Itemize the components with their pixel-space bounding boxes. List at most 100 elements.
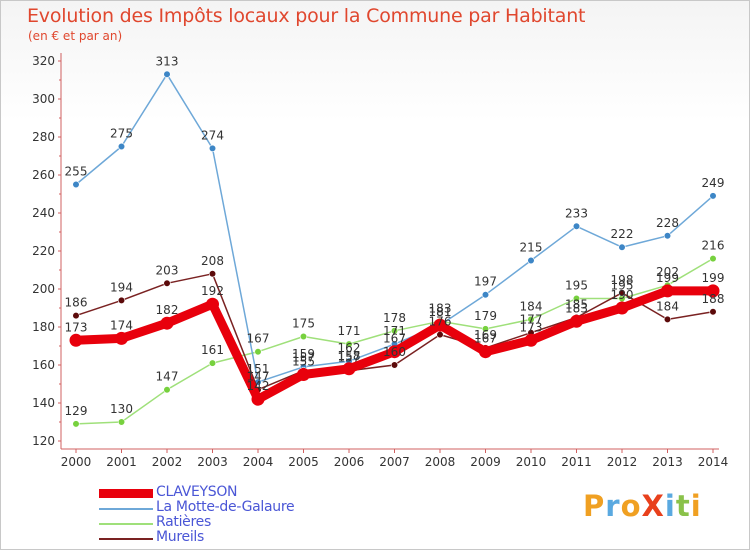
x-tick-label: 2007 (379, 455, 410, 469)
data-label: 167 (383, 332, 406, 346)
y-tick-label: 160 (32, 358, 55, 372)
data-point (117, 296, 126, 305)
data-point (208, 270, 217, 278)
data-label: 160 (383, 345, 406, 359)
data-label: 215 (520, 241, 543, 255)
y-tick-label: 140 (32, 396, 55, 410)
y-tick-label: 260 (32, 168, 55, 182)
data-label: 202 (656, 265, 679, 279)
data-label: 173 (65, 320, 88, 334)
data-point (481, 291, 490, 299)
data-label: 192 (201, 284, 224, 298)
data-point (661, 284, 674, 298)
data-label: 142 (247, 379, 270, 393)
data-label: 173 (520, 320, 543, 334)
data-point (299, 332, 308, 341)
logo-letter: t (675, 489, 691, 523)
data-label: 175 (292, 317, 315, 331)
data-point (524, 333, 538, 347)
data-point (206, 297, 219, 311)
data-label: 167 (474, 332, 497, 346)
proxiti-logo[interactable]: ProXiti (583, 489, 702, 523)
x-tick-label: 2009 (470, 455, 501, 469)
data-point (163, 70, 171, 78)
data-point (481, 325, 490, 333)
data-point (160, 316, 174, 330)
data-label: 203 (156, 263, 179, 277)
data-point (208, 144, 217, 152)
data-point (572, 222, 581, 230)
data-label: 197 (474, 275, 497, 289)
logo-letter: P (583, 489, 606, 523)
data-point (115, 331, 128, 345)
data-label: 190 (611, 288, 634, 302)
data-label: 185 (565, 298, 588, 312)
data-point (663, 315, 672, 324)
y-tick-label: 120 (32, 434, 55, 448)
x-tick-label: 2014 (698, 455, 729, 469)
data-point (479, 345, 492, 359)
data-label: 181 (429, 305, 452, 319)
legend-label-claveyson: CLAVEYSON (156, 484, 238, 500)
data-label: 183 (429, 301, 452, 315)
x-tick-label: 2005 (288, 455, 319, 469)
data-point (69, 333, 83, 347)
series-ratieres (72, 255, 717, 428)
data-point (72, 420, 80, 428)
x-tick-label: 2000 (61, 455, 92, 469)
data-label: 199 (702, 271, 725, 285)
data-label: 233 (565, 206, 588, 220)
legend-swatch-la-motte-de-galaure (99, 508, 153, 510)
y-tick-label: 240 (32, 206, 55, 220)
data-label: 216 (702, 239, 725, 253)
y-tick-label: 300 (32, 92, 55, 106)
data-label: 179 (474, 309, 497, 323)
data-label: 162 (338, 341, 361, 355)
data-label: 182 (156, 303, 179, 317)
data-point (709, 255, 717, 263)
legend-label-ratieres: Ratières (156, 514, 211, 530)
data-point (615, 301, 629, 315)
x-tick-label: 2001 (106, 455, 137, 469)
x-tick-label: 2013 (652, 455, 683, 469)
data-point (342, 362, 356, 376)
data-label: 157 (338, 351, 361, 365)
data-label: 177 (520, 313, 543, 327)
y-tick-label: 280 (32, 130, 55, 144)
series-la-motte-de-galaure (72, 70, 717, 386)
data-point (527, 256, 535, 265)
data-point (117, 418, 126, 426)
logo-letter: i (664, 489, 676, 523)
data-point (117, 142, 126, 151)
data-label: 249 (702, 176, 725, 190)
y-tick-label: 200 (32, 282, 55, 296)
chart-title: Evolution des Impôts locaux pour la Comm… (27, 5, 586, 27)
x-tick-label: 2012 (607, 455, 638, 469)
data-point (570, 314, 583, 328)
data-label: 313 (156, 54, 179, 68)
data-label: 176 (429, 315, 452, 329)
data-label: 195 (611, 279, 634, 293)
data-label: 199 (656, 271, 679, 285)
data-label: 184 (520, 299, 543, 313)
data-label: 275 (110, 127, 133, 141)
data-label: 181 (429, 305, 452, 319)
data-label: 188 (702, 292, 725, 306)
data-label: 161 (201, 343, 224, 357)
data-point (618, 289, 626, 297)
data-label: 178 (383, 311, 406, 325)
data-label: 274 (201, 128, 224, 142)
data-label: 174 (110, 318, 133, 332)
legend-swatch-mureils (99, 538, 153, 540)
data-point (706, 284, 720, 298)
logo-letter: X (641, 489, 665, 523)
x-tick-label: 2003 (197, 455, 228, 469)
y-tick-label: 320 (32, 54, 55, 68)
legend-label-la-motte-de-galaure: La Motte-de-Galaure (156, 499, 295, 515)
x-tick-label: 2002 (152, 455, 183, 469)
data-point (297, 368, 310, 381)
data-label: 169 (474, 328, 497, 342)
data-label: 167 (247, 332, 270, 346)
